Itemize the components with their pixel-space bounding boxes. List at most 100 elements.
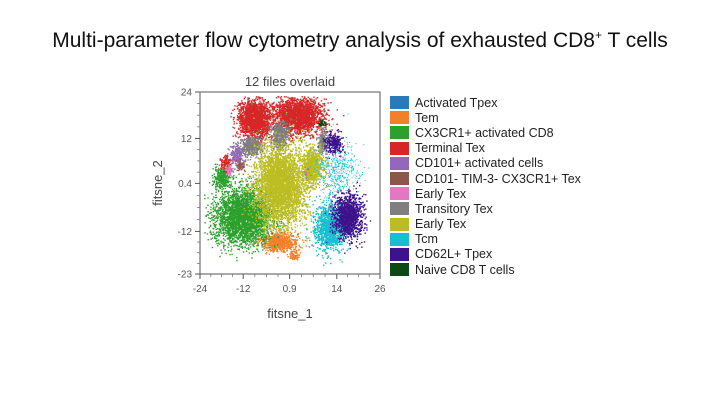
data-point [233,232,235,234]
data-point [223,247,225,249]
data-point [284,233,286,235]
data-point [243,227,245,229]
data-point [258,240,261,243]
data-point [264,207,267,209]
data-point [242,220,245,222]
data-point [229,209,231,211]
data-point [254,100,256,102]
data-point [261,139,263,141]
data-point [213,223,215,225]
data-point [251,198,253,200]
data-point [281,243,283,245]
data-point [272,238,274,240]
data-point [256,208,258,210]
data-point [228,186,230,188]
data-point [272,248,274,251]
data-point [228,237,230,239]
data-point [259,209,261,211]
data-point [255,215,257,217]
data-point [305,245,308,247]
data-point [256,244,259,246]
data-point [221,181,223,183]
data-point [239,236,242,238]
data-point [226,216,228,219]
data-point [223,242,225,244]
data-point [255,239,257,242]
data-point [250,211,252,213]
data-point [269,227,271,229]
data-point [216,239,218,242]
data-point [232,224,234,226]
data-point [247,240,249,242]
data-point [286,250,288,252]
data-point [238,186,240,188]
data-point [219,184,222,187]
data-point [263,241,265,243]
data-point [242,207,245,209]
data-point [226,213,228,215]
data-point [250,196,252,198]
data-point [228,218,230,220]
data-point [242,224,244,227]
data-point [246,247,248,250]
data-point [265,253,267,255]
data-point [217,210,219,212]
data-point [265,214,267,217]
data-point [255,234,258,236]
data-point [231,212,234,214]
data-point [282,237,285,240]
data-point [297,234,299,236]
data-point [223,176,225,178]
data-point [243,128,246,130]
data-point [254,102,257,105]
data-point [294,248,297,250]
data-point [251,135,253,137]
data-point [290,246,292,248]
data-point [259,223,262,225]
data-point [254,202,257,204]
data-point [292,255,295,257]
data-point [262,229,264,231]
data-point [257,202,260,204]
data-point [212,180,214,182]
data-point [234,230,236,232]
data-point [282,244,285,246]
data-point [227,230,229,232]
data-point [289,257,292,259]
data-point [248,207,250,209]
data-point [240,110,242,112]
data-point [232,198,235,201]
data-point [220,176,222,178]
data-point [221,170,224,173]
data-point [227,223,229,225]
data-point [261,106,264,109]
data-point [215,186,217,188]
data-point [217,231,220,233]
data-point [228,196,230,199]
data-point [298,248,300,251]
data-point [244,200,246,203]
data-point [252,232,254,235]
data-point [245,223,248,226]
data-point [274,235,277,238]
data-point [257,241,259,244]
data-point [217,240,219,242]
data-point [260,230,262,232]
data-point [233,174,235,177]
data-point [210,211,213,214]
data-point [241,226,244,229]
data-point [280,247,282,249]
data-point [217,212,220,214]
data-point [249,237,251,239]
data-point [231,218,233,220]
data-point [248,101,250,103]
data-point [290,251,292,253]
data-point [238,232,241,235]
data-point [215,176,217,178]
data-point [263,213,266,215]
data-point [224,196,226,198]
data-point [252,243,255,245]
data-point [224,222,226,225]
data-point [249,233,251,235]
data-point [251,231,254,234]
